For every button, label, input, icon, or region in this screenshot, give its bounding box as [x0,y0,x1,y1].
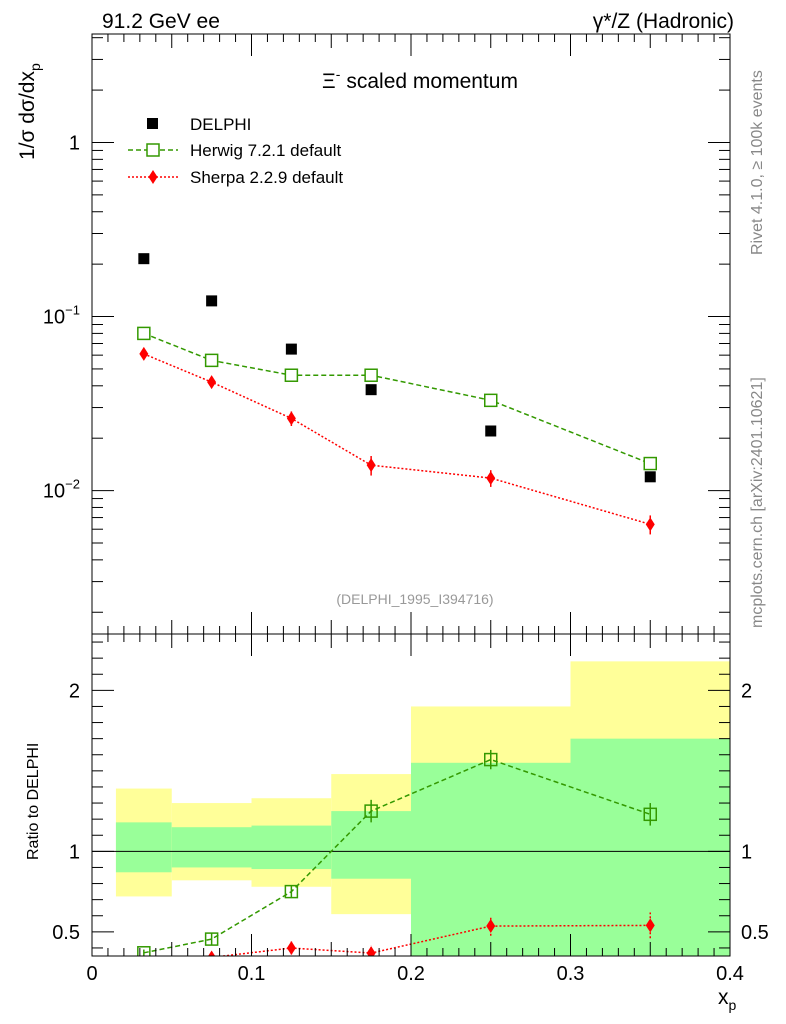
sherpa-ratio-point [366,946,376,956]
x-tick-label: 0 [86,963,97,985]
ratio-plot-content [92,661,730,974]
herwig-ratio-point [284,884,299,899]
uncertainty-band-inner [171,827,252,868]
main-y-axis-label: 1/σ dσ/dxp [16,63,43,160]
delphi-point [285,343,297,355]
x-axis-label: xp [718,986,737,1013]
herwig-point [284,368,299,382]
sherpa-point [366,458,376,473]
ratio-y-tick-label-right: 2 [741,680,752,702]
main-y-tick-base: 10 [43,307,65,329]
main-y-tick-label: 10−2 [43,477,80,503]
herwig-ratio-point [204,932,219,946]
ratio-axes: 0.5 0.5 1 1 2 2 0 0.1 0.2 0.3 0.4 [52,634,769,985]
x-tick-label: 0.2 [397,963,425,985]
sherpa-point [139,346,149,361]
legend: DELPHI Herwig 7.2.1 default Sherpa 2.2.9… [128,115,343,187]
legend-label-delphi: DELPHI [190,115,251,134]
main-axes: 110−110−2 [43,34,731,634]
ratio-panel: 0.5 0.51 12 20 0.1 0.2 0.3 0.4 Ratio to DELPHI … [25,633,769,1013]
herwig-ratio-point [364,804,378,818]
legend-label-sherpa: Sherpa 2.2.9 default [190,168,343,187]
main-y-tick-label: 1 [69,132,80,154]
main-y-tick-base: 10 [43,481,65,503]
main-y-tick-exponent: −1 [65,303,80,318]
sherpa-ratio-point [139,960,148,974]
ratio-y-tick-label-right: 0.5 [741,922,769,944]
legend-marker-sherpa [148,170,158,184]
herwig-ratio-point [643,807,657,822]
legend-marker-herwig [146,143,160,157]
rivet-label: Rivet 4.1.0, ≥ 100k events [749,70,766,255]
herwig-point [643,456,657,471]
uncertainty-band-inner [251,825,332,870]
sherpa-ratio-point [486,919,496,934]
delphi-point [365,384,377,396]
herwig-point [484,393,498,408]
ratio-y-tick-label-left: 1 [69,841,80,863]
main-y-tick-label: 10−1 [43,303,80,329]
main-frame [91,33,731,635]
uncertainty-band-inner [115,822,172,873]
ratio-y-tick-label-left: 0.5 [52,922,80,944]
delphi-point [206,295,218,307]
source-label: mcplots.cern.ch [arXiv:2401.10621] [749,377,766,628]
ratio-y-axis-label: Ratio to DELPHI [25,743,42,860]
legend-label-herwig: Herwig 7.2.1 default [190,141,341,160]
sherpa-point [645,517,655,532]
sherpa-ratio-point [208,950,216,956]
x-tick-label: 0.1 [238,963,266,985]
delphi-point [644,471,656,483]
sherpa-ratio-point [645,918,655,933]
herwig-ratio-line [143,758,651,954]
energy-label: 91.2 GeV ee [102,10,220,33]
analysis-label: (DELPHI_1995_I394716) [336,591,493,607]
ratio-y-tick-label-right: 1 [741,841,752,863]
legend-marker-delphi [147,118,158,129]
sherpa-point [207,375,217,390]
title-superscript: - [336,66,341,82]
main-title: Ξ-scaled momentum [322,66,518,93]
herwig-ratio-point [484,752,498,767]
herwig-point [364,368,378,382]
delphi-point [138,253,150,265]
main-y-label-prefix: 1/σ dσ/dx [16,71,39,160]
sherpa-point [286,411,296,426]
x-label-sub: p [729,997,737,1013]
sherpa-point [486,471,496,486]
main-y-tick-exponent: −2 [65,477,80,492]
sherpa-ratio-point [286,940,296,955]
main-panel: 110−110−2 Ξ-scaled momentum DELPHI Herwi… [16,33,731,635]
herwig-ratio-point [137,946,151,956]
title-symbol: Ξ [322,70,336,93]
herwig-line [143,332,651,465]
herwig-point [204,353,219,368]
ratio-y-tick-label-left: 2 [69,680,80,702]
x-tick-label: 0.4 [716,963,744,985]
x-label-main: x [718,986,729,1009]
herwig-point [137,326,151,341]
delphi-point [485,425,497,437]
process-label: γ*/Z (Hadronic) [593,10,734,33]
title-text: scaled momentum [346,70,518,93]
sherpa-line [143,353,651,526]
x-tick-label: 0.3 [557,963,585,985]
main-plot-content [137,253,657,535]
main-y-label-sub: p [27,63,43,71]
